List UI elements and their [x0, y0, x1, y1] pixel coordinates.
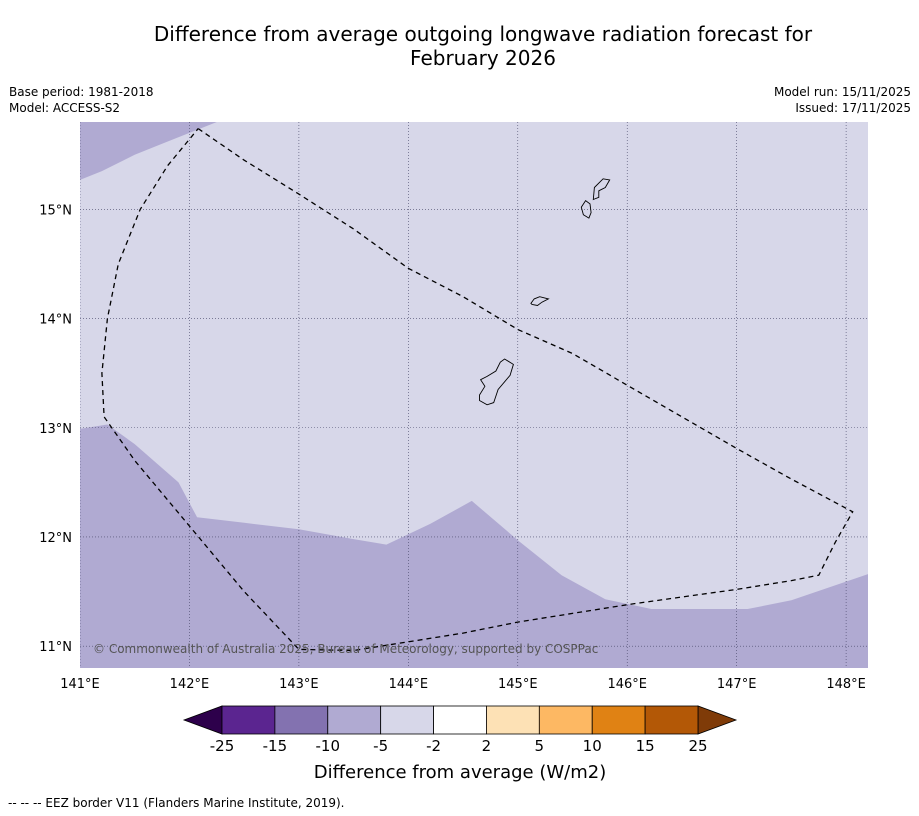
islands	[479, 178, 611, 406]
meta-left: Base period: 1981-2018 Model: ACCESS-S2	[9, 84, 154, 116]
anomaly-region-2	[80, 424, 868, 668]
colorbar-label: Difference from average (W/m2)	[314, 762, 606, 783]
y-tick-label: 12°N	[39, 531, 72, 546]
issued-date: Issued: 17/11/2025	[795, 101, 911, 115]
colorbar: -25 -15 -10 -5 -2 2 5 10 15 25	[182, 705, 738, 755]
gridlines	[80, 122, 868, 668]
colorbar-segment	[274, 705, 329, 735]
anomaly-region-1	[80, 122, 217, 180]
colorbar-segment	[486, 705, 540, 735]
colorbar-tick-label: -25	[210, 737, 235, 755]
colorbar-segment	[433, 705, 487, 735]
x-tick-label: 142°E	[170, 677, 210, 692]
model-name: Model: ACCESS-S2	[9, 101, 121, 115]
colorbar-tick-label: -10	[316, 737, 341, 755]
island-outline	[592, 178, 611, 201]
x-tick-label: 141°E	[60, 677, 100, 692]
colorbar-segment	[538, 705, 593, 735]
x-tick-label: 147°E	[717, 677, 757, 692]
model-run: Model run: 15/11/2025	[773, 85, 911, 99]
colorbar-segment	[221, 705, 276, 735]
y-axis: 11°N 12°N 13°N 14°N 15°N	[39, 203, 72, 655]
colorbar-tick-label: 25	[688, 737, 707, 755]
anomaly-regions	[80, 122, 868, 668]
colorbar-segment	[327, 705, 382, 735]
copyright-notice: © Commonwealth of Australia 2025, Bureau…	[93, 642, 598, 656]
x-tick-label: 148°E	[826, 677, 866, 692]
x-tick-label: 145°E	[498, 677, 538, 692]
colorbar-extend-high	[697, 705, 738, 735]
eez-footnote: -- -- -- EEZ border V11 (Flanders Marine…	[8, 796, 345, 810]
colorbar-tick-label: 10	[583, 737, 602, 755]
colorbar-extend-low	[182, 705, 223, 735]
island-outline	[479, 358, 514, 406]
colorbar-tick-label: -5	[373, 737, 388, 755]
colorbar-tick-label: 2	[482, 737, 492, 755]
colorbar-segment	[644, 705, 699, 735]
meta-right: Model run: 15/11/2025 Issued: 17/11/2025	[774, 84, 911, 116]
title-line-1: Difference from average outgoing longwav…	[153, 22, 813, 46]
y-tick-label: 13°N	[39, 422, 72, 437]
island-outline	[580, 199, 592, 219]
y-tick-label: 15°N	[39, 203, 72, 218]
base-period: Base period: 1981-2018	[9, 85, 154, 99]
colorbar-tick-label: -2	[426, 737, 441, 755]
y-tick-label: 14°N	[39, 313, 72, 328]
colorbar-segment	[380, 705, 434, 735]
x-tick-label: 144°E	[389, 677, 429, 692]
x-tick-label: 146°E	[607, 677, 647, 692]
eez-border	[101, 128, 854, 652]
colorbar-tick-label: -15	[263, 737, 288, 755]
colorbar-tick-label: 15	[636, 737, 655, 755]
chart-title: Difference from average outgoing longwav…	[0, 22, 919, 70]
x-axis: 141°E 142°E 143°E 144°E 145°E 146°E 147°E 148°E	[60, 677, 866, 692]
title-line-2: February 2026	[410, 46, 556, 70]
island-outline	[530, 296, 550, 306]
y-tick-label: 11°N	[39, 640, 72, 655]
x-tick-label: 143°E	[279, 677, 319, 692]
colorbar-tick-label: 5	[535, 737, 545, 755]
colorbar-segment	[591, 705, 646, 735]
